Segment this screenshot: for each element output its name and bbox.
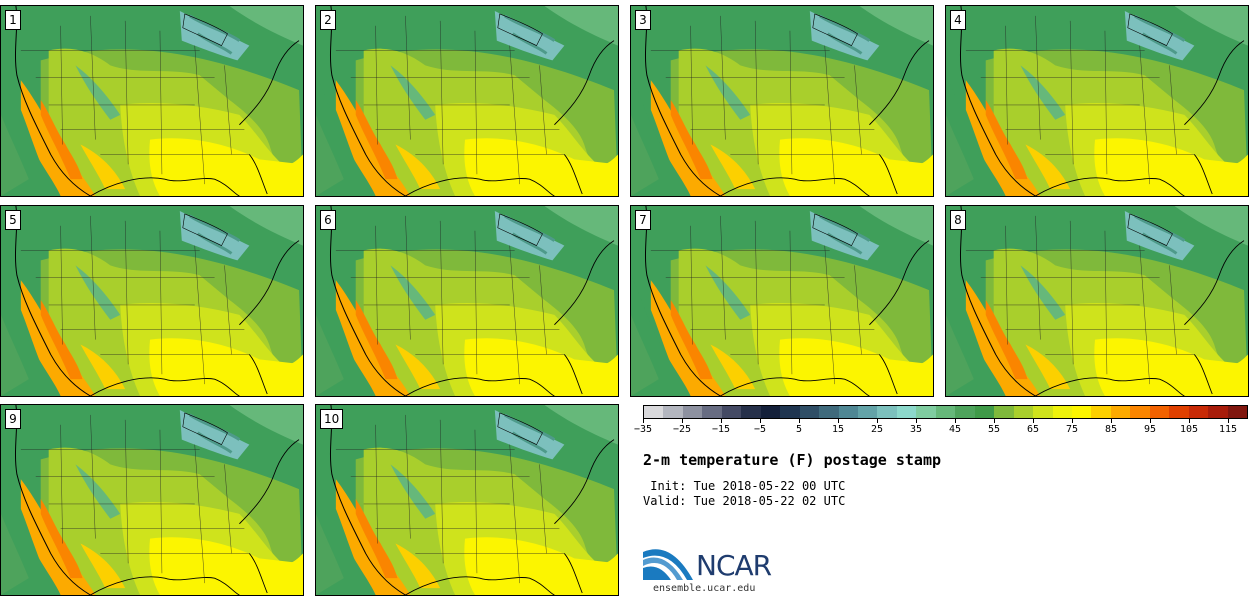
website-link[interactable]: ensemble.ucar.edu [653, 583, 756, 594]
colorbar-swatch [1130, 406, 1150, 418]
stamp-label: 7 [635, 210, 651, 230]
conus-temperature-map [946, 206, 1248, 396]
colorbar-swatch [1091, 406, 1111, 418]
stamp-panel: 5 [0, 205, 304, 397]
stamp-label: 8 [950, 210, 966, 230]
colorbar-ticks: −35 −25 −15 −5 5 15 25 35 45 55 65 75 85… [634, 419, 1248, 439]
temperature-colorbar [643, 405, 1248, 419]
colorbar-swatch [799, 406, 820, 418]
plot-title: 2-m temperature (F) postage stamp [643, 451, 942, 469]
colorbar-tick-label: −15 [711, 424, 731, 435]
colorbar-swatch [760, 406, 781, 418]
colorbar-swatch [955, 406, 975, 418]
colorbar-tick-label: 95 [1143, 424, 1157, 435]
stamp-panel: 7 [630, 205, 934, 397]
colorbar-swatch [1169, 406, 1189, 418]
colorbar-tick-label: 15 [831, 424, 845, 435]
colorbar-swatch [682, 406, 703, 418]
colorbar-swatch [1227, 406, 1248, 418]
colorbar-swatch [819, 406, 839, 418]
colorbar-tick-label: 25 [870, 424, 884, 435]
stamp-panel: 6 [315, 205, 619, 397]
colorbar-tick-label: 75 [1065, 424, 1079, 435]
conus-temperature-map [631, 206, 933, 396]
colorbar-swatch [857, 406, 878, 418]
colorbar-swatch [896, 406, 917, 418]
colorbar-swatch [741, 406, 761, 418]
valid-time: Valid: Tue 2018-05-22 02 UTC [643, 494, 846, 508]
colorbar-tick-label: 45 [948, 424, 962, 435]
colorbar-swatch [1071, 406, 1092, 418]
conus-temperature-map [946, 6, 1248, 196]
colorbar-swatch [1033, 406, 1053, 418]
colorbar-swatch [1013, 406, 1034, 418]
stamp-label: 10 [320, 409, 344, 429]
colorbar-swatch [935, 406, 956, 418]
stamp-label: 5 [5, 210, 21, 230]
colorbar-tick-label: 65 [1026, 424, 1040, 435]
conus-temperature-map [1, 405, 303, 595]
stamp-label: 4 [950, 10, 966, 30]
stamp-panel: 9 [0, 404, 304, 596]
colorbar-swatch [974, 406, 995, 418]
stamp-panel: 10 [315, 404, 619, 596]
colorbar-swatch [644, 406, 664, 418]
colorbar-tick-label: 55 [987, 424, 1001, 435]
colorbar-tick-label: −5 [753, 424, 767, 435]
colorbar-swatch [1052, 406, 1072, 418]
stamp-label: 2 [320, 10, 336, 30]
colorbar-tick-label: −25 [672, 424, 692, 435]
stamp-label: 9 [5, 409, 21, 429]
init-time: Init: Tue 2018-05-22 00 UTC [643, 479, 846, 493]
stamp-panel: 2 [315, 5, 619, 197]
conus-temperature-map [316, 206, 618, 396]
colorbar-swatch [663, 406, 683, 418]
ncar-logo-text: NCAR [696, 549, 772, 582]
colorbar-swatch [838, 406, 858, 418]
stamp-label: 3 [635, 10, 651, 30]
colorbar-swatch [1208, 406, 1228, 418]
stamp-label: 6 [320, 210, 336, 230]
colorbar-swatch [702, 406, 722, 418]
colorbar-swatch [994, 406, 1014, 418]
conus-temperature-map [316, 6, 618, 196]
colorbar-swatch [916, 406, 936, 418]
conus-temperature-map [1, 6, 303, 196]
colorbar-swatch [1188, 406, 1209, 418]
conus-temperature-map [316, 405, 618, 595]
colorbar-swatch [1149, 406, 1170, 418]
colorbar-swatch [721, 406, 742, 418]
stamp-panel: 3 [630, 5, 934, 197]
ncar-logo-icon [643, 549, 693, 580]
stamp-panel: 8 [945, 205, 1249, 397]
colorbar-tick-label: 105 [1179, 424, 1199, 435]
colorbar-swatch [1110, 406, 1131, 418]
conus-temperature-map [1, 206, 303, 396]
colorbar-tick-label: 85 [1104, 424, 1118, 435]
colorbar-swatch [780, 406, 800, 418]
stamp-panel: 1 [0, 5, 304, 197]
colorbar-tick-label: 35 [909, 424, 923, 435]
stamp-panel: 4 [945, 5, 1249, 197]
colorbar-swatch [877, 406, 897, 418]
colorbar-tick-label: 115 [1218, 424, 1238, 435]
colorbar-tick-label: 5 [795, 424, 803, 435]
colorbar-tick-label: −35 [633, 424, 653, 435]
stamp-label: 1 [5, 10, 21, 30]
conus-temperature-map [631, 6, 933, 196]
